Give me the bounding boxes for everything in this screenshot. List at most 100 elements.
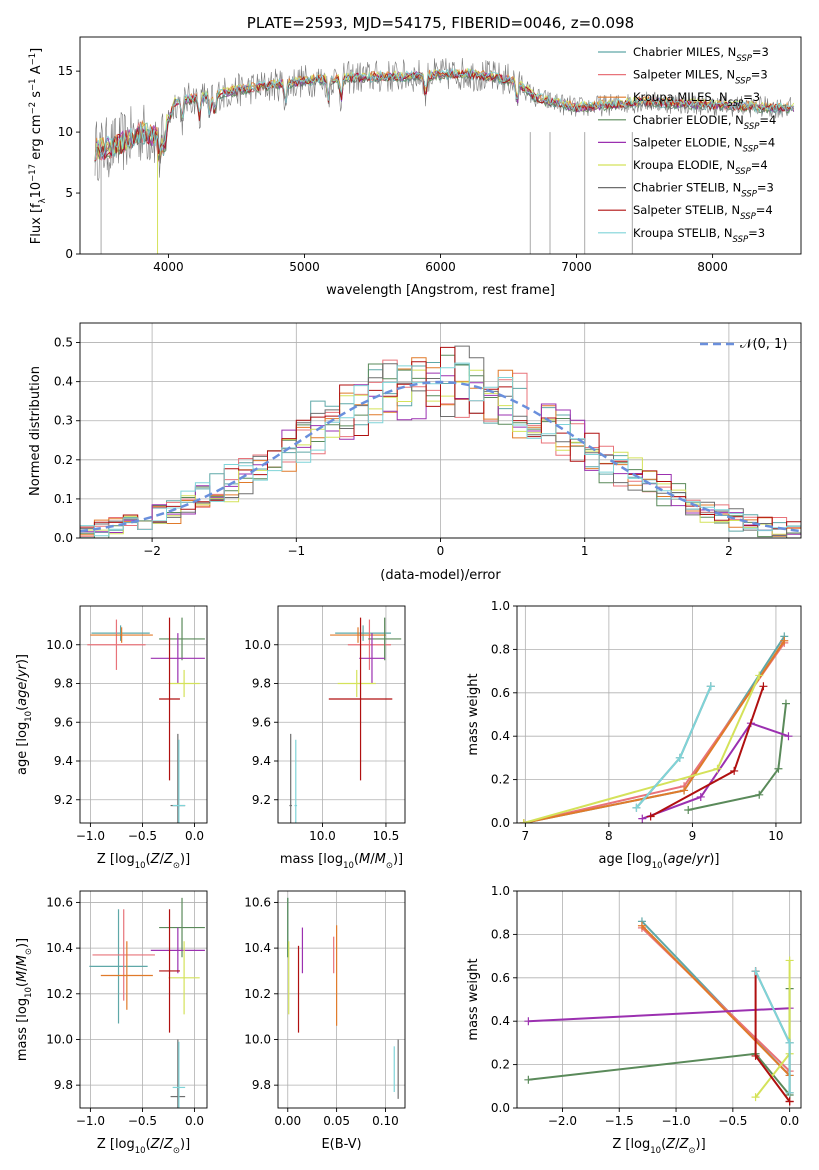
axes-frame (516, 605, 802, 824)
error-point (170, 1039, 186, 1108)
x-tick-label: 0.0 (185, 829, 204, 843)
y-tick-label: 10.0 (244, 1032, 271, 1046)
axes-spectrum: 4000 5000 6000 7000 8000 0 5 10 15 (58, 36, 802, 274)
plus-marker (751, 1051, 760, 1060)
plus-marker (524, 1075, 533, 1084)
plus-marker (785, 1038, 794, 1047)
x-axis-label: Z [log10(Z/Z⊙)] (612, 1137, 705, 1156)
error-point (347, 619, 392, 670)
error-point (159, 617, 180, 781)
x-tick-label: 10 (768, 829, 783, 843)
x-tick-label: −2 (143, 544, 161, 558)
x-tick-label: −2.0 (548, 1114, 577, 1128)
plot-area (94, 57, 795, 254)
y-tick-label: 10.0 (46, 1032, 73, 1046)
y-tick-label: 9.6 (54, 715, 73, 729)
y-tick-label: 10.2 (244, 987, 271, 1001)
plus-marker (524, 1017, 533, 1026)
x-axis-label: Z [log10(Z/Z⊙)] (97, 1137, 190, 1156)
plus-marker (784, 732, 793, 741)
x-tick-label: 2 (725, 544, 733, 558)
error-point (159, 897, 205, 958)
y-axis-label: mass weight (466, 958, 481, 1040)
x-tick-label: 0 (437, 544, 445, 558)
plus-marker (759, 682, 768, 691)
legend-label: Kroupa STELIB, NSSP=3 (633, 226, 765, 245)
x-tick-label: 0.10 (372, 1114, 399, 1128)
error-point (89, 909, 148, 1024)
y-tick-label: 9.4 (252, 754, 271, 768)
x-tick-label: −1.5 (605, 1114, 634, 1128)
y-tick-label: 9.8 (54, 1078, 73, 1092)
axes-frame (516, 890, 802, 1109)
x-tick-label: 8000 (697, 260, 728, 274)
y-axis-label: age [log10(age/yr)] (15, 654, 34, 775)
model-spectrum (94, 69, 795, 162)
plot-area (289, 617, 402, 823)
x-axis-label: Z [log10(Z/Z⊙)] (97, 852, 190, 871)
x-tick-label: 10.5 (373, 829, 400, 843)
y-tick-label: 10.6 (46, 895, 73, 909)
plus-marker (706, 682, 715, 691)
y-axis-label: Flux [fλ10−17 erg cm−2 s−1 A−1] (28, 48, 48, 244)
y-tick-label: 9.4 (54, 754, 73, 768)
error-point (328, 617, 393, 781)
y-axis-label: mass [log10(M/M⊙)] (15, 938, 34, 1061)
legend: Chabrier MILES, NSSP=3 Salpeter MILES, NS… (598, 45, 776, 245)
x-tick-label: 6000 (425, 260, 456, 274)
legend-label: Salpeter ELODIE, NSSP=4 (633, 135, 775, 154)
plus-marker (519, 819, 528, 823)
observed-spectrum (94, 57, 794, 182)
plus-marker (730, 766, 739, 775)
gridlines (80, 606, 207, 823)
y-tick-label: 9.6 (252, 715, 271, 729)
y-tick-label: 0.4 (491, 729, 510, 743)
y-tick-label: 0.5 (54, 336, 73, 350)
y-tick-label: 9.2 (54, 793, 73, 807)
plot-area (89, 897, 205, 1108)
normal-curve (80, 380, 801, 533)
y-tick-label: 9.8 (54, 677, 73, 691)
error-point (330, 627, 386, 643)
mass-weight-line (754, 971, 791, 1103)
x-tick-label: 0.0 (780, 1114, 799, 1128)
axes-age-vs-Z: −1.0 −0.5 0.0 9.2 9.4 9.6 9.8 10.0 (46, 605, 208, 843)
error-point (159, 909, 180, 1033)
y-tick-label: 0.8 (491, 642, 510, 656)
plus-marker (637, 921, 646, 930)
error-point (294, 739, 298, 823)
x-tick-label: 1 (581, 544, 589, 558)
error-point (91, 625, 150, 641)
x-tick-label: 5000 (289, 260, 320, 274)
axes-mass-vs-Z: −1.0 −0.5 0.0 9.8 10.0 10.2 10.4 10.6 (46, 890, 208, 1128)
plus-marker (684, 805, 693, 814)
mass-weight-line (641, 924, 791, 1077)
plus-marker (675, 753, 684, 762)
x-tick-label: −1 (287, 544, 305, 558)
plus-marker (751, 1093, 760, 1102)
x-tick-label: 9 (689, 829, 697, 843)
y-tick-label: 0.3 (54, 414, 73, 428)
mass-weight-line (687, 703, 787, 811)
y-tick-label: 10.4 (46, 941, 73, 955)
error-point (359, 633, 385, 684)
y-tick-label: 10.0 (244, 638, 271, 652)
legend-label: Chabrier STELIB, NSSP=3 (633, 181, 774, 200)
x-tick-label: −1.0 (661, 1114, 690, 1128)
y-tick-label: 15 (58, 64, 73, 78)
error-point (368, 617, 402, 661)
plus-marker (785, 1097, 794, 1106)
plot-area (519, 632, 793, 823)
y-axis-label: mass weight (466, 673, 481, 755)
error-point (150, 927, 205, 974)
y-tick-label: 1.0 (491, 884, 510, 898)
plot-area (524, 917, 794, 1106)
x-tick-label: −0.5 (128, 829, 157, 843)
x-tick-label: −1.0 (76, 829, 105, 843)
y-tick-label: 0.2 (54, 453, 73, 467)
y-tick-label: 0.0 (54, 531, 73, 545)
y-tick-label: 10.2 (46, 987, 73, 1001)
axes-frame (277, 605, 406, 824)
